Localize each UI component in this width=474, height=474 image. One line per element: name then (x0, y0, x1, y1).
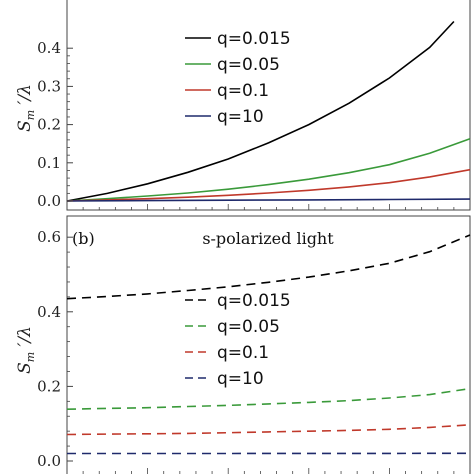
ylabel-main: S (15, 120, 35, 132)
panel-a-legend: q=0.015 q=0.05 q=0.1 q=10 (185, 29, 291, 127)
ylabel-rest: ′/λ (15, 326, 35, 352)
y-tick-label: 0.2 (37, 377, 61, 395)
panel-b-legend: q=0.015 q=0.05 q=0.1 q=10 (185, 291, 291, 389)
y-tick-label: 0.6 (37, 228, 61, 246)
legend-label: q=0.1 (217, 343, 269, 363)
panel-a-frame (66, 0, 471, 211)
legend-label: q=0.015 (217, 29, 291, 49)
series-line-q=0.05 (66, 137, 471, 202)
ylabel-rest: ′/λ (15, 84, 35, 110)
series-line-q=0.05 (66, 387, 471, 410)
series-line-q=0.015 (66, 20, 455, 202)
ylabel-sub: m (24, 352, 37, 362)
series-line-q=0.015 (66, 234, 471, 300)
panel-a-y-axis-label: Sm ′/λ (15, 84, 37, 132)
ylabel-main: S (15, 362, 35, 374)
panel-b-tag: (b) (72, 229, 95, 248)
panel-b-title: s-polarized light (202, 229, 334, 248)
y-tick-label: 0.1 (37, 154, 61, 172)
y-tick-label: 0.4 (37, 39, 61, 57)
panel-a: 0.00.10.20.30.4 Sm ′/λ q=0.015q=0.05q=0.… (15, 0, 471, 211)
series-line-q=10 (66, 198, 471, 202)
panel-b-y-axis-label: Sm ′/λ (15, 326, 37, 374)
series-line-q=0.1 (66, 424, 471, 436)
legend-label: q=0.015 (217, 291, 291, 311)
y-tick-label: 0.4 (37, 303, 61, 321)
legend-label: q=0.05 (217, 317, 280, 337)
ylabel-sub: m (24, 110, 37, 120)
panel-b-frame (66, 215, 471, 474)
legend-label: q=10 (217, 369, 264, 389)
panel-b: 0.0 0.2 0.4 0.6 (b) s-polarized light Sm ′/… (15, 215, 471, 474)
series-line-q=0.1 (66, 168, 471, 202)
y-tick-label: 0.0 (37, 192, 61, 210)
y-tick-label: 0.2 (37, 116, 61, 134)
legend-label: q=0.1 (217, 81, 269, 101)
y-tick-label: 0.3 (37, 77, 61, 95)
legend-label: q=10 (217, 107, 264, 127)
legend-label: q=0.05 (217, 55, 280, 75)
y-tick-label: 0.0 (37, 452, 61, 470)
